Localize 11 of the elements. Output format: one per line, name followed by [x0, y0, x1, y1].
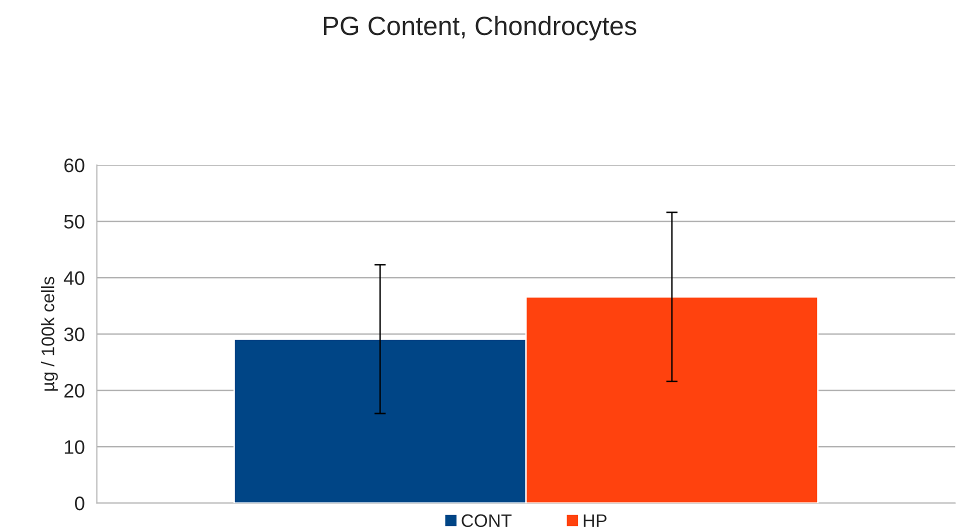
y-tick-label: 60 — [64, 158, 84, 172]
y-tick-label: 0 — [75, 496, 84, 510]
y-axis-title: µg / 100k cells — [41, 276, 58, 391]
y-tick-label: 50 — [64, 214, 84, 229]
legend-label: CONT — [462, 514, 512, 528]
y-tick-label: 10 — [64, 440, 84, 454]
y-tick-label: 20 — [64, 384, 84, 398]
legend-label: HP — [584, 514, 607, 527]
chart-title: PG Content, Chondrocytes — [324, 16, 636, 40]
y-tick-label: 40 — [64, 271, 84, 285]
y-tick-label: 30 — [64, 328, 84, 342]
